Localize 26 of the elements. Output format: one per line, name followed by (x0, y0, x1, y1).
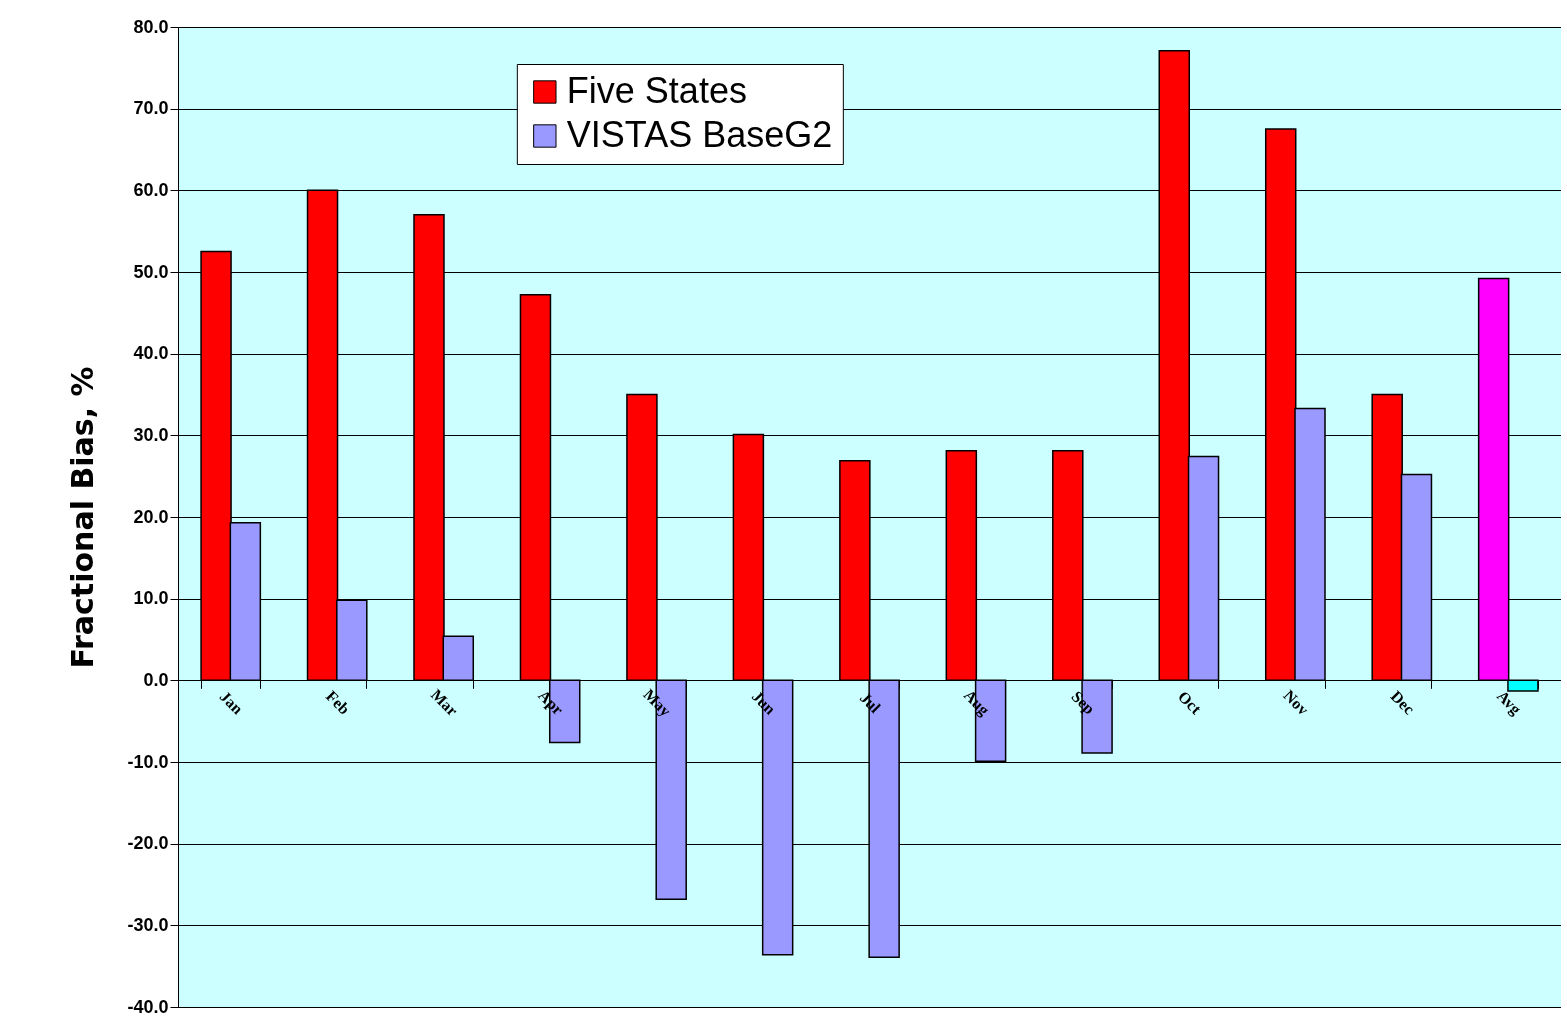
x-tick-label: Feb (322, 687, 354, 718)
x-tick-label: Oct (1174, 687, 1206, 718)
y-tick-label: 0.0 (143, 669, 169, 690)
x-tick-label: Nov (1280, 686, 1312, 719)
legend-label: VISTAS BaseG2 (566, 114, 833, 155)
y-tick-label: -40.0 (127, 996, 169, 1016)
x-tick-label: Avg (1493, 687, 1525, 719)
legend-label: Five States (566, 70, 747, 111)
y-tick-label: 80.0 (133, 16, 169, 37)
x-tick-label: Apr (534, 686, 567, 719)
x-tick-label: Dec (1387, 687, 1418, 718)
x-tick-label: Jan (216, 687, 247, 718)
y-tick-label: 10.0 (133, 588, 169, 609)
y-tick-label: 30.0 (133, 424, 169, 445)
y-tick-label: 40.0 (133, 343, 169, 364)
x-tick-label: Sep (1067, 687, 1099, 719)
y-tick-label: 20.0 (133, 506, 169, 527)
y-tick-label: 70.0 (133, 98, 169, 119)
y-tick-label: -30.0 (127, 914, 169, 935)
y-tick-label: 50.0 (133, 261, 169, 282)
y-tick-label: -10.0 (127, 751, 169, 772)
x-tick-label: Jul (856, 688, 885, 717)
y-axis-title: Fractional Bias, % (65, 366, 101, 669)
y-tick-label: -20.0 (127, 833, 169, 854)
x-tick-label: Aug (960, 686, 993, 720)
y-tick-label: 60.0 (133, 179, 169, 200)
